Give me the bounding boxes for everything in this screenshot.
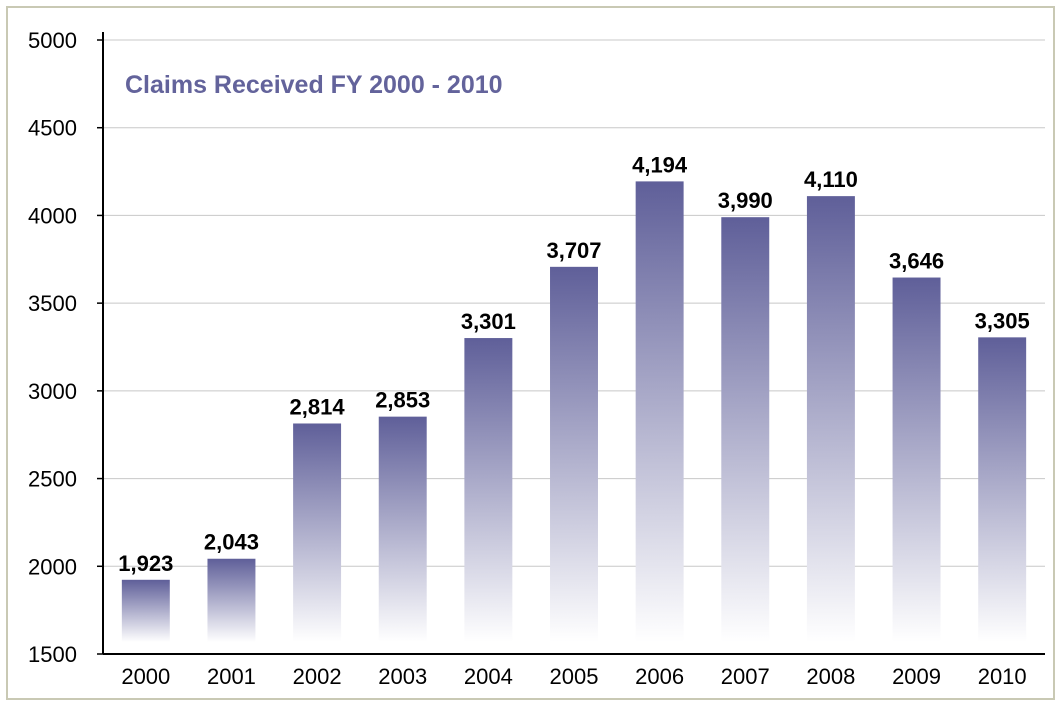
bar-2010 xyxy=(978,337,1027,642)
x-tick-label-2003: 2003 xyxy=(378,664,427,689)
labels: 1500 2000 2500 3000 3500 4000 4500 5000 1,923 200… xyxy=(28,28,1030,689)
x-tick-label-2009: 2009 xyxy=(892,664,941,689)
data-label-2008: 4,110 xyxy=(804,167,858,192)
x-tick-label-2010: 2010 xyxy=(978,664,1027,689)
y-tick-label: 3000 xyxy=(28,379,77,404)
y-tick-label: 2000 xyxy=(28,554,77,579)
bar-2001 xyxy=(207,558,256,642)
x-tick-label-2004: 2004 xyxy=(464,664,513,689)
x-tick-label-2001: 2001 xyxy=(207,664,256,689)
x-tick-label-2005: 2005 xyxy=(550,664,599,689)
bar-2007 xyxy=(721,217,770,642)
bar-2003 xyxy=(378,416,427,642)
bar-2004 xyxy=(464,338,513,642)
y-tick-label: 1500 xyxy=(28,642,77,667)
data-label-2002: 2,814 xyxy=(290,394,346,419)
y-tick-label: 2500 xyxy=(28,467,77,492)
bars xyxy=(121,181,1027,643)
data-label-2003: 2,853 xyxy=(375,388,430,413)
bar-2009 xyxy=(892,277,941,642)
x-tick-label-2007: 2007 xyxy=(721,664,770,689)
bar-2006 xyxy=(635,181,684,642)
x-tick-label-2002: 2002 xyxy=(293,664,342,689)
y-tick-label: 5000 xyxy=(28,28,77,53)
axes xyxy=(97,32,1045,655)
data-label-2006: 4,194 xyxy=(632,152,688,177)
chart-title: Claims Received FY 2000 - 2010 xyxy=(125,71,503,99)
bar-2005 xyxy=(550,266,598,642)
data-label-2005: 3,707 xyxy=(546,238,601,263)
data-label-2001: 2,043 xyxy=(204,530,259,555)
y-tick-label: 3500 xyxy=(28,291,77,316)
y-tick-label: 4000 xyxy=(28,203,77,228)
data-label-2004: 3,301 xyxy=(461,309,516,334)
bar-2008 xyxy=(806,196,855,643)
y-tick-label: 4500 xyxy=(28,116,77,141)
bar-2002 xyxy=(293,423,342,642)
bar-2000 xyxy=(121,579,170,642)
data-label-2007: 3,990 xyxy=(718,188,773,213)
data-label-2010: 3,305 xyxy=(975,308,1030,333)
chart-frame xyxy=(6,6,1055,700)
data-label-2009: 3,646 xyxy=(889,249,944,274)
x-tick-label-2006: 2006 xyxy=(635,664,684,689)
x-tick-label-2000: 2000 xyxy=(121,664,170,689)
data-label-2000: 1,923 xyxy=(118,551,173,576)
grid-lines xyxy=(103,39,1045,567)
x-tick-label-2008: 2008 xyxy=(806,664,855,689)
